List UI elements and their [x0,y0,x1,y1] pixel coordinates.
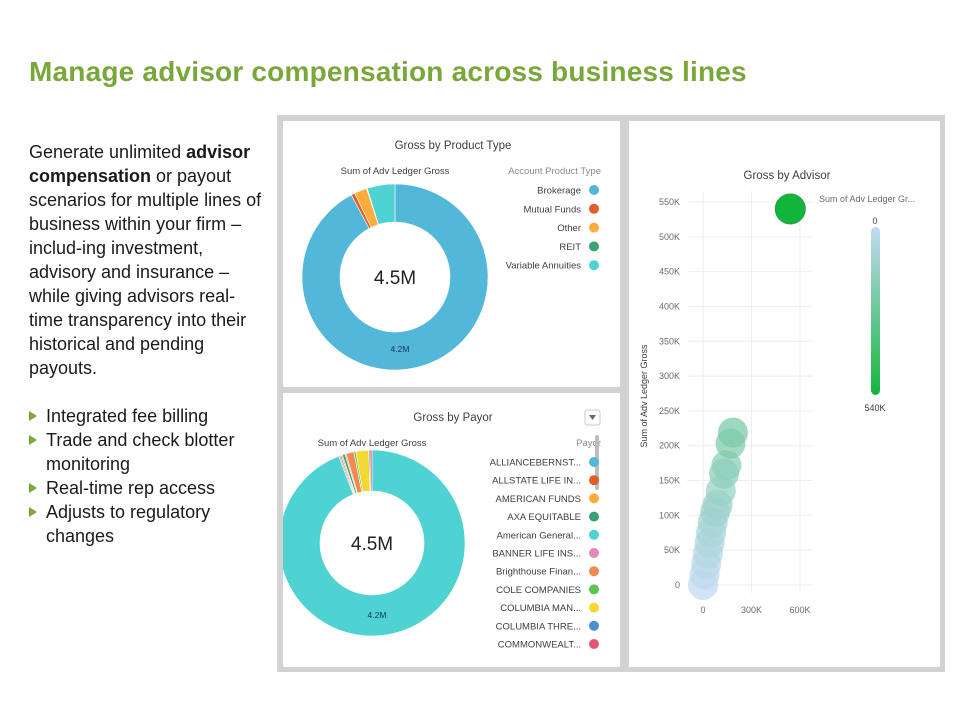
feature-list: Integrated fee billing Trade and check b… [29,404,264,548]
legend-item-swatch [589,566,599,577]
y-tick-label: 0 [675,580,680,590]
dashboard-frame: Gross by Product Type Sum of Adv Ledger G… [277,115,945,672]
donut-slice [301,183,489,371]
page-title: Manage advisor compensation across busin… [29,56,747,87]
advisor-scatter-chart: Gross by Advisor 0 50K 100K 150K 200K 250K 300K… [639,170,915,615]
legend-item-label: Other [557,223,581,234]
feature-item: Adjusts to regulatory changes [29,500,264,548]
y-axis-label: Sum of Adv Ledger Gross [639,344,649,448]
y-tick-label: 300K [659,371,680,381]
x-tick-label: 0 [700,605,705,615]
legend-item-swatch [589,241,599,252]
intro-before: Generate unlimited [29,142,187,162]
legend-item-label: COMMONWEALT... [498,640,581,651]
y-tick-label: 100K [659,510,680,520]
chevron-down-icon [589,415,596,420]
legend-item-label: AMERICAN FUNDS [495,494,581,505]
color-legend-bar [871,227,880,395]
legend-item-label: Variable Annuities [506,261,582,272]
legend-item-label: ALLSTATE LIFE IN... [492,476,581,487]
y-tick-label: 250K [659,406,680,416]
legend-item-swatch [589,203,599,214]
legend-item-label: Brighthouse Finan... [496,567,581,578]
legend-item-label: Brokerage [537,186,581,197]
legend-item-swatch [589,185,599,195]
intro-bold: advisor compensation [29,142,251,186]
donut-slice [283,449,466,637]
chart-title: Gross by Payor [413,412,492,424]
legend-item-label: COLUMBIA MAN... [500,603,581,614]
y-tick-label: 550K [659,197,680,207]
y-tick-label: 350K [659,336,680,346]
feature-label: Real-time rep access [46,478,216,498]
chart-subtitle: Sum of Adv Ledger Gross [341,166,450,177]
donut-slice [366,183,396,225]
intro-after: or payout scenarios for multiple lines o… [29,166,262,378]
feature-item: Trade and check blotter monitoring [29,428,264,476]
y-tick-label: 450K [659,267,680,277]
legend-item-label: BANNER LIFE INS... [492,549,581,560]
legend-item-swatch [589,475,599,486]
intro-text: Generate unlimited advisor compensation … [29,140,264,548]
legend-item-swatch [589,260,599,271]
chart-subtitle: Sum of Adv Ledger Gross [318,438,427,449]
legend-item-swatch [589,602,599,613]
color-legend-max: 540K [864,403,885,413]
legend-item-swatch [589,222,599,233]
x-tick-label: 300K [741,605,762,615]
arrow-bullet-icon [29,483,37,493]
donut-center-total: 4.5M [374,268,416,289]
legend-item-swatch [589,548,599,558]
legend-item-label: ALLIANCEBERNST... [490,458,581,469]
y-tick-label: 50K [664,545,680,555]
donut-center-total: 4.5M [351,534,393,555]
feature-label: Integrated fee billing [46,406,209,426]
legend-item-label: COLUMBIA THRE... [496,621,581,632]
legend-item-swatch [589,620,599,631]
feature-item: Integrated fee billing [29,404,264,428]
y-tick-label: 200K [659,441,680,451]
x-tick-label: 600K [789,605,810,615]
arrow-bullet-icon [29,435,37,445]
chart-title: Gross by Advisor [744,170,831,182]
data-point-bubble [717,417,748,448]
legend-item-swatch [589,457,599,467]
feature-label: Trade and check blotter monitoring [46,430,235,474]
chart-title: Gross by Product Type [395,140,512,152]
legend-item-label: AXA EQUITABLE [507,512,581,523]
feature-label: Adjusts to regulatory changes [46,502,211,546]
y-tick-label: 400K [659,301,680,311]
legend-item-swatch [589,584,599,595]
y-tick-label: 150K [659,476,680,486]
color-legend-title: Sum of Adv Ledger Gr... [819,194,915,204]
legend-title: Account Product Type [508,166,601,177]
slice-data-label: 4.2M [391,344,410,354]
arrow-bullet-icon [29,411,37,421]
arrow-bullet-icon [29,507,37,517]
product-type-panel: Gross by Product Type Sum of Adv Ledger G… [283,121,620,387]
legend-item-swatch [589,493,599,504]
legend-item-label: REIT [559,242,581,253]
legend-item-label: American General... [497,530,581,541]
color-legend-min: 0 [872,216,877,226]
payor-panel: Gross by Payor Sum of Adv Ledger Gross Pay… [283,393,620,667]
legend-item-swatch [589,529,599,540]
legend-item-label: Mutual Funds [523,204,581,215]
product-type-donut-chart: Gross by Product Type Sum of Adv Ledger G… [301,140,601,371]
donut-slice [369,449,373,492]
legend-title: Payor [576,438,601,449]
legend-item-swatch [589,511,599,522]
payor-donut-chart: Gross by Payor Sum of Adv Ledger Gross Pay… [283,409,601,651]
advisor-panel: Gross by Advisor 0 50K 100K 150K 200K 250K 300K… [629,121,940,667]
y-tick-label: 500K [659,232,680,242]
legend-item-label: COLE COMPANIES [496,585,581,596]
legend-item-swatch [589,639,599,649]
data-point-bubble [774,193,806,225]
slice-data-label: 4.2M [368,610,387,620]
feature-item: Real-time rep access [29,476,264,500]
